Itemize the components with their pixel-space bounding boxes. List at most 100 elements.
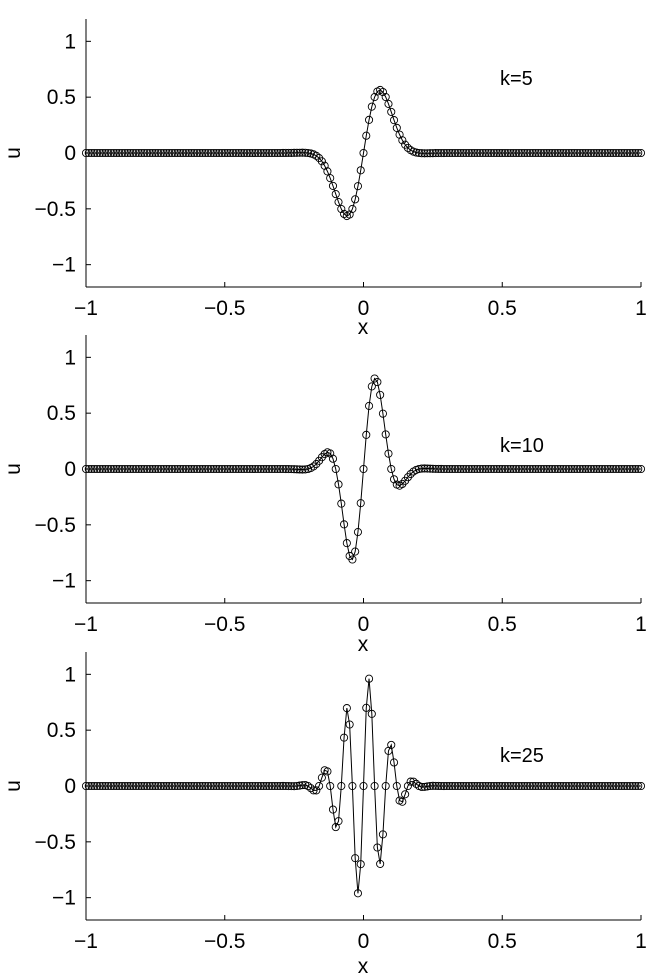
data-point — [137, 781, 146, 791]
data-point — [315, 781, 324, 791]
data-point — [348, 204, 357, 213]
data-point — [417, 149, 426, 158]
data-point — [142, 781, 152, 791]
x-tick-label: −0.5 — [204, 297, 245, 320]
data-point — [112, 464, 121, 474]
data-point — [467, 464, 476, 474]
data-point — [564, 464, 573, 474]
x-tick-label: −0.5 — [204, 613, 245, 636]
data-point — [376, 85, 385, 95]
data-point — [187, 781, 196, 791]
series-line — [86, 89, 641, 217]
data-point — [220, 781, 229, 791]
data-point — [176, 148, 185, 158]
data-point — [229, 148, 238, 158]
data-point — [498, 781, 507, 791]
data-point — [337, 781, 346, 791]
data-point — [537, 464, 546, 474]
data-point — [198, 464, 207, 474]
data-point — [625, 781, 634, 791]
data-point — [195, 464, 204, 474]
data-point — [356, 499, 365, 508]
data-point — [575, 464, 585, 474]
data-point — [500, 148, 510, 158]
data-point — [376, 859, 385, 868]
data-point — [453, 148, 462, 158]
data-point — [614, 148, 623, 158]
data-point — [584, 781, 593, 791]
data-point — [364, 674, 374, 683]
data-point — [209, 148, 218, 158]
data-point — [328, 454, 338, 463]
data-point — [473, 464, 482, 474]
data-point — [223, 148, 232, 158]
data-point — [251, 464, 260, 474]
data-point — [140, 148, 149, 158]
data-point — [159, 464, 168, 474]
data-point — [137, 464, 146, 474]
data-point — [426, 149, 435, 158]
x-tick-label: −1 — [74, 297, 98, 320]
data-point — [201, 781, 210, 791]
data-point — [87, 781, 96, 791]
data-point — [503, 464, 512, 474]
data-point — [567, 464, 576, 474]
x-tick-label: 0.5 — [488, 613, 517, 636]
data-point — [212, 781, 221, 791]
data-point — [131, 464, 140, 474]
data-point — [478, 781, 487, 791]
data-point — [545, 148, 554, 158]
data-point — [90, 781, 99, 791]
data-point — [636, 781, 646, 791]
data-point — [359, 464, 368, 474]
data-point — [467, 781, 476, 791]
data-point — [614, 781, 623, 791]
data-point — [634, 464, 643, 474]
data-point — [201, 464, 210, 474]
y-axis-label: u — [2, 463, 25, 475]
data-point — [498, 464, 507, 474]
data-point — [517, 148, 526, 158]
data-point — [500, 781, 510, 791]
data-point — [331, 464, 340, 474]
data-point — [348, 555, 357, 564]
data-point — [326, 174, 335, 183]
data-point — [84, 781, 93, 791]
data-point — [481, 148, 490, 158]
data-point — [392, 123, 401, 132]
data-point — [381, 92, 390, 102]
data-point — [259, 464, 268, 474]
data-point — [611, 148, 621, 158]
data-point — [217, 781, 227, 791]
data-point — [281, 464, 290, 474]
data-point — [462, 781, 471, 791]
data-point — [223, 464, 232, 474]
data-point — [190, 148, 199, 158]
data-point — [93, 781, 102, 791]
data-point — [620, 781, 629, 791]
data-point — [309, 786, 318, 795]
data-point — [564, 148, 573, 158]
data-point — [462, 464, 471, 474]
data-point — [445, 464, 454, 474]
y-tick-label: 0.5 — [47, 402, 76, 425]
data-point — [517, 781, 526, 791]
data-point — [531, 464, 540, 474]
data-point — [129, 781, 138, 791]
data-point — [376, 390, 385, 399]
data-point — [323, 167, 332, 176]
data-point — [356, 166, 365, 175]
data-point — [575, 148, 585, 158]
data-point — [573, 464, 582, 474]
data-point — [123, 464, 132, 474]
data-point — [217, 464, 227, 474]
data-point — [542, 464, 551, 474]
data-point — [459, 148, 468, 158]
data-point — [95, 464, 104, 474]
x-axis-label: x — [358, 955, 369, 978]
data-point — [359, 148, 368, 158]
data-point — [636, 148, 646, 158]
data-point — [592, 464, 601, 474]
data-point — [570, 464, 579, 474]
data-point — [506, 148, 515, 158]
